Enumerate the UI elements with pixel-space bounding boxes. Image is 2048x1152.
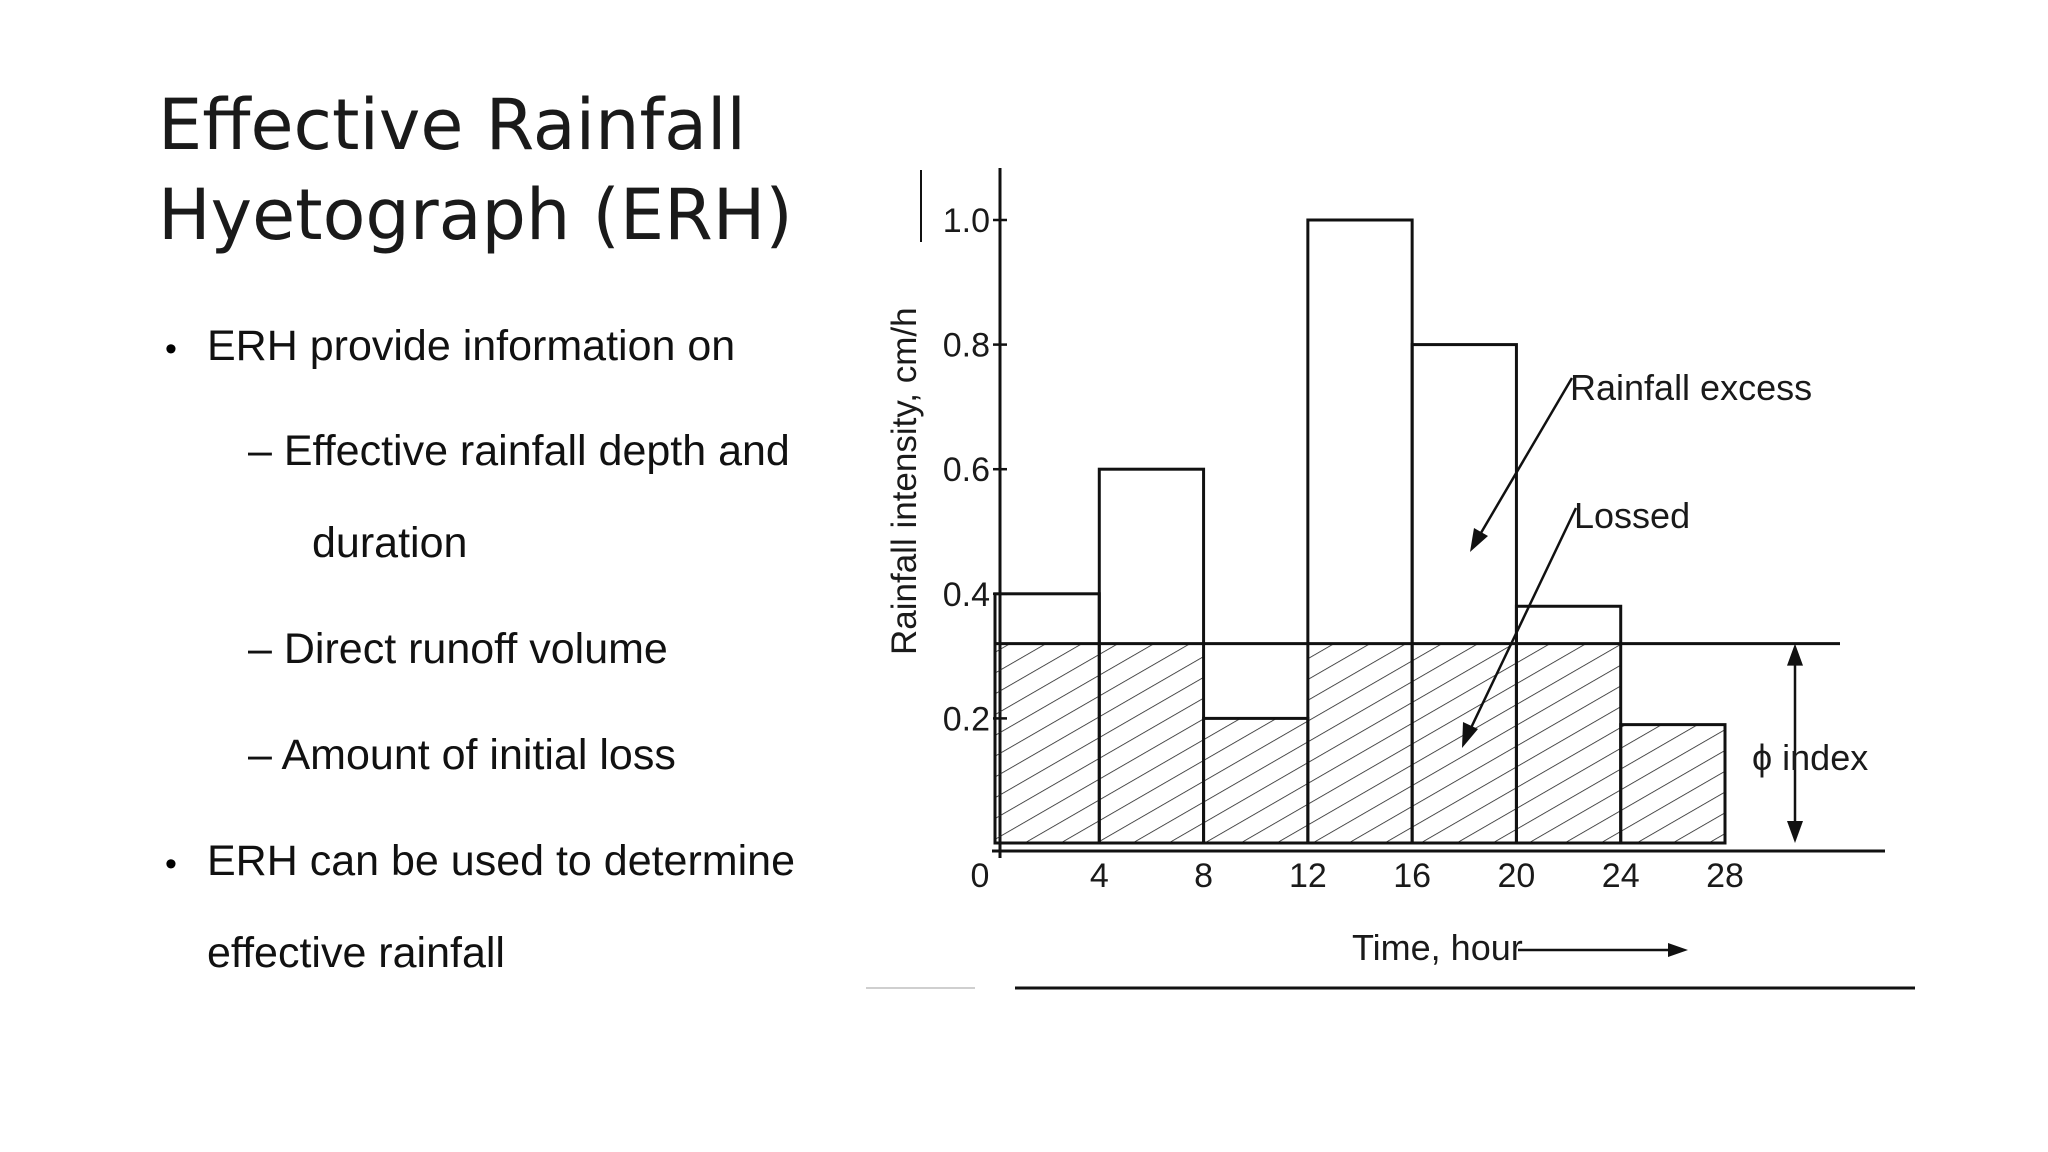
sub-bullet-continuation: duration xyxy=(312,519,468,567)
loss-hatch-6 xyxy=(1620,724,1725,843)
x-tick-label: 8 xyxy=(1194,857,1213,895)
bar-6 xyxy=(1619,723,1727,845)
bar-1 xyxy=(1097,467,1206,845)
bullet-dot: • xyxy=(165,845,177,883)
rainfall-excess-leader xyxy=(1476,377,1574,539)
losses-label: Lossed xyxy=(1574,495,1690,536)
loss-hatch-3 xyxy=(1307,643,1413,843)
bullet-item: ERH provide information on xyxy=(207,322,736,370)
rainfall-excess-arrowhead xyxy=(1470,528,1488,552)
sub-bullet-item: – Effective rainfall depth and xyxy=(248,427,790,475)
phi-arrow-up xyxy=(1787,643,1803,666)
phi-index-label: ϕ index xyxy=(1752,737,1868,778)
title-line-2: Hyetograph (ERH) xyxy=(158,174,793,256)
bullet-continuation: effective rainfall xyxy=(207,929,505,977)
loss-hatch-2 xyxy=(1203,718,1308,843)
bullet-item: ERH can be used to determine xyxy=(207,837,795,885)
bars-layer xyxy=(993,218,1840,845)
loss-hatch-1 xyxy=(1099,643,1204,843)
phi-arrow-down xyxy=(1787,821,1803,843)
x-tick-label: 20 xyxy=(1498,857,1536,895)
y-tick-label: 0.8 xyxy=(943,327,990,365)
x-axis-label: Time, hour xyxy=(1352,927,1523,968)
x-axis-arrowhead xyxy=(1668,943,1688,957)
x-tick-label: 4 xyxy=(1090,857,1109,895)
title-line-1: Effective Rainfall xyxy=(158,84,746,166)
x-tick-label: 12 xyxy=(1289,857,1327,895)
loss-hatch-5 xyxy=(1516,643,1621,843)
bullet-dot: • xyxy=(165,330,177,368)
y-tick-label: 0.4 xyxy=(943,576,990,614)
sub-bullet-item: – Amount of initial loss xyxy=(248,731,676,779)
sub-bullet-item: – Direct runoff volume xyxy=(248,625,668,673)
y-tick-label: 1.0 xyxy=(943,202,990,240)
y-axis-label: Rainfall intensity, cm/h xyxy=(885,307,924,655)
losses-leader xyxy=(1468,507,1578,731)
rainfall-excess-label: Rainfall excess xyxy=(1570,367,1812,408)
x-tick-label: 28 xyxy=(1706,857,1744,895)
losses-hatch-layer xyxy=(995,643,1725,843)
x-tick-label: 0 xyxy=(971,857,990,895)
slide-title: Effective Rainfall Hyetograph (ERH) xyxy=(158,80,878,260)
bar-4 xyxy=(1410,343,1518,845)
y-tick-label: 0.2 xyxy=(943,700,990,738)
chart-frame xyxy=(866,168,1915,990)
x-tick-label: 16 xyxy=(1393,857,1431,895)
y-tick-label: 0.6 xyxy=(943,451,990,489)
annotation-layer: Rainfall intensity, cm/h Time, hour Rainfa… xyxy=(885,170,1868,968)
ticks-layer: 0.2 0.4 0.6 0.8 1.0 0 4 8 12 16 20 24 28 xyxy=(943,202,1744,895)
loss-hatch-0 xyxy=(995,643,1100,843)
losses-arrowhead xyxy=(1462,722,1478,748)
x-tick-label: 24 xyxy=(1602,857,1640,895)
